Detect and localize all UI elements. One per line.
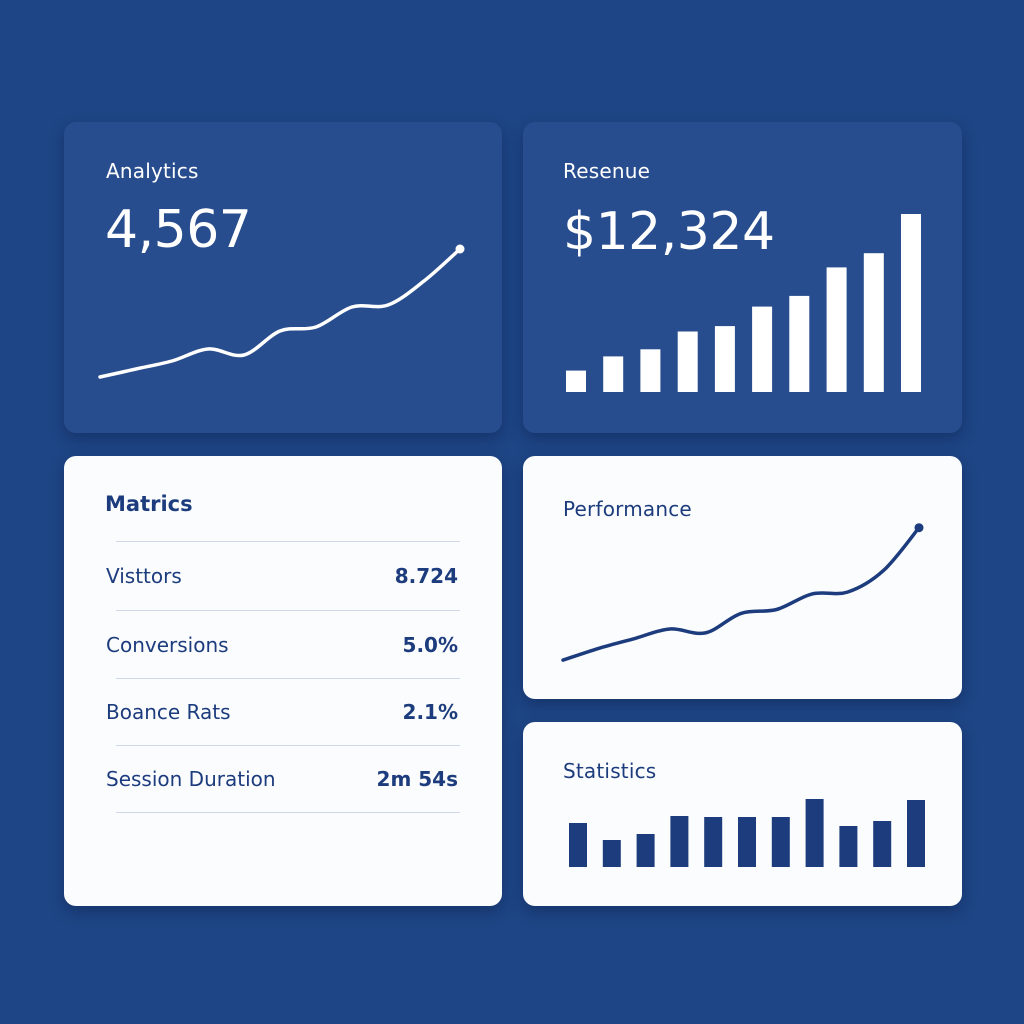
revenue-card[interactable]: Resenue $12,324 — [523, 122, 962, 433]
statistics-bar — [636, 834, 655, 867]
metric-value: 2m 54s — [376, 767, 458, 791]
statistics-bar — [907, 800, 925, 867]
analytics-series-line — [98, 247, 462, 379]
revenue-bar — [603, 356, 624, 392]
performance-card[interactable]: Performance — [523, 456, 962, 699]
statistics-bar — [569, 823, 587, 867]
analytics-line-chart — [98, 244, 465, 379]
metric-label: Session Duration — [106, 767, 276, 791]
revenue-bar — [826, 267, 847, 392]
statistics-bar — [738, 817, 756, 867]
metric-row-conversions[interactable]: Conversions 5.0% — [106, 611, 458, 679]
analytics-value: 4,567 — [105, 200, 252, 260]
revenue-bar — [714, 326, 735, 392]
metric-label: Conversions — [106, 633, 229, 657]
revenue-bar — [677, 331, 698, 392]
revenue-bar — [752, 306, 773, 392]
analytics-end-point — [455, 244, 465, 254]
statistics-title: Statistics — [563, 759, 657, 783]
metric-row-bounce-rate[interactable]: Boance Rats 2.1% — [106, 678, 458, 746]
performance-line-chart — [561, 523, 924, 662]
metric-value: 8.724 — [394, 564, 458, 588]
statistics-bar — [771, 817, 790, 867]
statistics-bar — [670, 816, 689, 867]
performance-title: Performance — [563, 497, 692, 521]
revenue-title: Resenue — [563, 159, 651, 183]
statistics-bar — [805, 799, 824, 867]
statistics-bar-chart — [569, 799, 925, 867]
metrics-divider — [116, 610, 460, 611]
metrics-divider — [116, 678, 460, 679]
performance-series-line — [561, 525, 921, 662]
statistics-bar — [839, 826, 858, 867]
metrics-divider — [116, 541, 460, 542]
metrics-title: Matrics — [105, 492, 193, 516]
metric-row-session-duration[interactable]: Session Duration 2m 54s — [106, 745, 458, 813]
revenue-bar — [789, 295, 810, 392]
revenue-bar — [901, 214, 921, 392]
metric-row-visitors[interactable]: Visttors 8.724 — [106, 542, 458, 610]
revenue-bar — [566, 370, 586, 392]
statistics-card[interactable]: Statistics — [523, 722, 962, 906]
statistics-bar — [873, 821, 892, 867]
metrics-divider — [116, 812, 460, 813]
metric-value: 5.0% — [402, 633, 458, 657]
performance-end-point — [914, 523, 924, 533]
statistics-bar — [704, 817, 723, 867]
revenue-bar — [640, 349, 661, 392]
metric-label: Boance Rats — [106, 700, 231, 724]
metric-value: 2.1% — [402, 700, 458, 724]
analytics-card[interactable]: Analytics 4,567 — [64, 122, 502, 433]
metrics-divider — [116, 745, 460, 746]
metric-label: Visttors — [106, 564, 182, 588]
statistics-bar — [602, 840, 621, 867]
metrics-card: Matrics Visttors 8.724 Conversions 5.0% … — [64, 456, 502, 906]
revenue-value: $12,324 — [563, 202, 775, 262]
revenue-bar-chart — [566, 214, 921, 392]
revenue-bar — [863, 253, 884, 392]
analytics-title: Analytics — [106, 159, 199, 183]
